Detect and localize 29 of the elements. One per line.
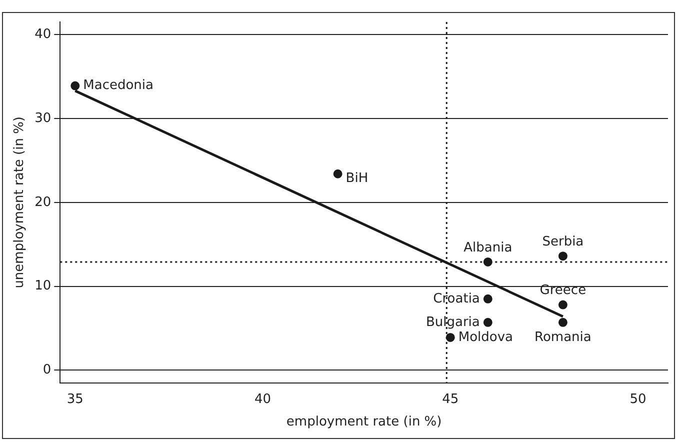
point bbox=[558, 300, 568, 310]
y-axis-title: unemployment rate (in %) bbox=[12, 116, 28, 288]
annotation: Greece bbox=[540, 283, 586, 298]
point bbox=[558, 252, 568, 261]
point bbox=[483, 257, 492, 266]
x-axis-title: employment rate (in %) bbox=[286, 414, 442, 430]
x-tick-label: 50 bbox=[630, 392, 646, 407]
point bbox=[70, 81, 80, 90]
point bbox=[483, 318, 492, 327]
annotation: BiH bbox=[346, 171, 368, 186]
annotation: Serbia bbox=[542, 234, 584, 250]
x-tick-label: 40 bbox=[254, 392, 272, 407]
y-tick-label: 40 bbox=[34, 26, 52, 42]
annotation: Macedonia bbox=[83, 78, 154, 94]
y-tick-label: 20 bbox=[34, 194, 52, 210]
y-tick-label: 30 bbox=[34, 110, 52, 126]
x-tick-label: 35 bbox=[66, 392, 84, 407]
y-tick-label: 10 bbox=[34, 278, 52, 294]
x-tick-label: 45 bbox=[442, 392, 459, 407]
point bbox=[483, 294, 492, 304]
annotation: Romania bbox=[534, 330, 592, 345]
point bbox=[558, 318, 568, 327]
annotation: Bulgaria bbox=[426, 314, 480, 330]
annotation: Moldova bbox=[458, 330, 514, 345]
y-tick-label: 0 bbox=[42, 362, 52, 378]
point bbox=[446, 332, 455, 342]
point bbox=[333, 169, 342, 178]
annotation: Albania bbox=[464, 240, 512, 256]
annotation: Croatia bbox=[433, 291, 480, 306]
